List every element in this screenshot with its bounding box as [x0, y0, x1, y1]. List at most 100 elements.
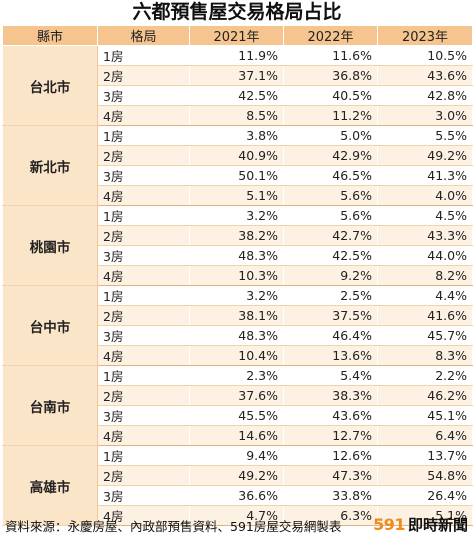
value-cell-2022: 46.5%	[283, 165, 378, 186]
value-cell-2022: 13.6%	[283, 345, 378, 366]
value-cell-2022: 6.3%	[283, 505, 378, 526]
value-cell-2022: 9.2%	[283, 265, 378, 286]
source-note: 資料來源：永慶房屋、內政部預售資料、591房屋交易網製表	[5, 519, 342, 534]
layout-cell: 4房	[97, 265, 190, 286]
layout-cell: 3房	[97, 325, 190, 346]
table-row: 2房 49.2% 47.3% 54.8%	[3, 465, 473, 486]
layout-cell: 4房	[97, 185, 190, 206]
value-cell-2023: 5.1%	[377, 505, 473, 526]
layout-cell: 3房	[97, 85, 190, 106]
table-row: 2房 38.1% 37.5% 41.6%	[3, 305, 473, 326]
table-row: 2房 40.9% 42.9% 49.2%	[3, 145, 473, 166]
table-row: 2房 37.1% 36.8% 43.6%	[3, 65, 473, 86]
layout-cell: 2房	[97, 225, 190, 246]
value-cell-2022: 12.7%	[283, 425, 378, 446]
value-cell-2023: 8.3%	[377, 345, 473, 366]
value-cell-2022: 37.5%	[283, 305, 378, 326]
value-cell-2023: 54.8%	[377, 465, 473, 486]
table-row: 4房 8.5% 11.2% 3.0%	[3, 105, 473, 126]
layout-cell: 3房	[97, 165, 190, 186]
layout-cell: 2房	[97, 65, 190, 86]
value-cell-2023: 26.4%	[377, 485, 473, 506]
city-name: 桃園市	[2, 205, 98, 286]
city-name: 台南市	[2, 365, 98, 446]
layout-cell: 1房	[97, 205, 190, 226]
layout-cell: 2房	[97, 305, 190, 326]
table-row: 2房 38.2% 42.7% 43.3%	[3, 225, 473, 246]
value-cell-2022: 5.6%	[283, 185, 378, 206]
brand-number: 591	[373, 514, 405, 534]
table-row: 高雄市 1房 9.4% 12.6% 13.7%	[2, 445, 473, 526]
layout-share-table: 縣市 格局 2021年 2022年 2023年 台北市 1房 11.9% 11.6% 1…	[2, 25, 473, 526]
value-cell-2023: 2.2%	[377, 365, 473, 386]
value-cell-2023: 6.4%	[377, 425, 473, 446]
value-cell-2022: 5.4%	[283, 365, 378, 386]
value-cell-2021: 9.4%	[189, 445, 284, 466]
value-cell-2021: 14.6%	[189, 425, 284, 446]
value-cell-2021: 8.5%	[189, 105, 284, 126]
value-cell-2023: 45.7%	[377, 325, 473, 346]
value-cell-2023: 44.0%	[377, 245, 473, 266]
value-cell-2021: 3.8%	[189, 125, 284, 146]
value-cell-2023: 13.7%	[377, 445, 473, 466]
value-cell-2023: 41.6%	[377, 305, 473, 326]
value-cell-2022: 5.0%	[283, 125, 378, 146]
value-cell-2021: 10.4%	[189, 345, 284, 366]
value-cell-2021: 4.7%	[189, 505, 284, 526]
value-cell-2022: 42.9%	[283, 145, 378, 166]
table-row: 2房 37.6% 38.3% 46.2%	[3, 385, 473, 406]
value-cell-2023: 4.5%	[377, 205, 473, 226]
value-cell-2021: 10.3%	[189, 265, 284, 286]
table-row: 3房 45.5% 43.6% 45.1%	[3, 405, 473, 426]
value-cell-2022: 12.6%	[283, 445, 378, 466]
layout-cell: 4房	[97, 345, 190, 366]
layout-cell: 3房	[97, 245, 190, 266]
value-cell-2023: 42.8%	[377, 85, 473, 106]
table-row: 3房 48.3% 42.5% 44.0%	[3, 245, 473, 266]
value-cell-2021: 2.3%	[189, 365, 284, 386]
header-layout: 格局	[97, 25, 190, 46]
layout-cell: 3房	[97, 485, 190, 506]
value-cell-2021: 48.3%	[189, 325, 284, 346]
table-row: 4房 10.3% 9.2% 8.2%	[3, 265, 473, 286]
value-cell-2022: 33.8%	[283, 485, 378, 506]
table-row: 4房 14.6% 12.7% 6.4%	[3, 425, 473, 446]
value-cell-2022: 11.6%	[283, 45, 378, 66]
value-cell-2022: 5.6%	[283, 205, 378, 226]
value-cell-2023: 49.2%	[377, 145, 473, 166]
footer: 資料來源：永慶房屋、內政部預售資料、591房屋交易網製表 591 即時新聞	[0, 513, 474, 535]
value-cell-2023: 46.2%	[377, 385, 473, 406]
layout-cell: 4房	[97, 105, 190, 126]
value-cell-2022: 42.7%	[283, 225, 378, 246]
city-name: 台中市	[2, 285, 98, 366]
value-cell-2021: 11.9%	[189, 45, 284, 66]
value-cell-2021: 37.6%	[189, 385, 284, 406]
value-cell-2023: 4.0%	[377, 185, 473, 206]
layout-cell: 2房	[97, 385, 190, 406]
table-row: 3房 50.1% 46.5% 41.3%	[3, 165, 473, 186]
value-cell-2021: 48.3%	[189, 245, 284, 266]
value-cell-2021: 36.6%	[189, 485, 284, 506]
value-cell-2021: 50.1%	[189, 165, 284, 186]
value-cell-2023: 10.5%	[377, 45, 473, 66]
value-cell-2023: 41.3%	[377, 165, 473, 186]
value-cell-2022: 2.5%	[283, 285, 378, 306]
city-name: 新北市	[2, 125, 98, 206]
value-cell-2023: 43.3%	[377, 225, 473, 246]
value-cell-2021: 3.2%	[189, 285, 284, 306]
value-cell-2023: 43.6%	[377, 65, 473, 86]
value-cell-2021: 42.5%	[189, 85, 284, 106]
header-year-2023: 2023年	[377, 25, 473, 46]
value-cell-2022: 38.3%	[283, 385, 378, 406]
layout-cell: 2房	[97, 465, 190, 486]
value-cell-2023: 3.0%	[377, 105, 473, 126]
value-cell-2021: 49.2%	[189, 465, 284, 486]
layout-cell: 1房	[97, 285, 190, 306]
table-body: 台北市 1房 11.9% 11.6% 10.5% 2房 37.1% 36.8% 43.6% 3房 4…	[2, 45, 473, 526]
layout-cell: 1房	[97, 45, 190, 66]
value-cell-2021: 45.5%	[189, 405, 284, 426]
value-cell-2022: 36.8%	[283, 65, 378, 86]
page-title: 六都預售屋交易格局占比	[132, 1, 342, 23]
table-row: 3房 48.3% 46.4% 45.7%	[3, 325, 473, 346]
table-row: 台南市 1房 2.3% 5.4% 2.2%	[2, 365, 473, 446]
